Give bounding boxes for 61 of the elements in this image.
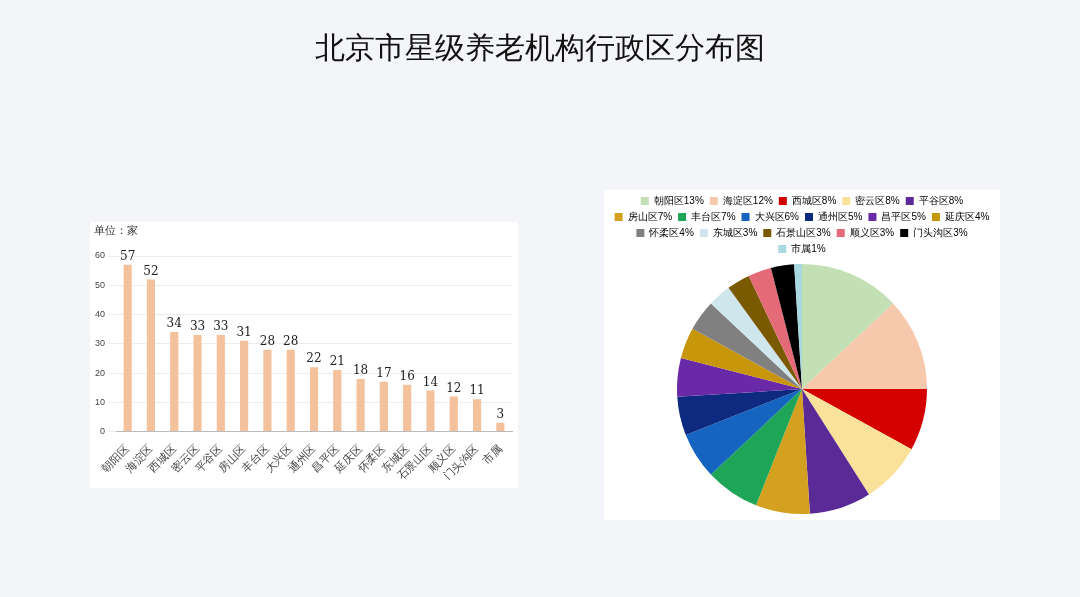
legend-label: 市属1%	[791, 242, 826, 254]
legend-label: 门头沟区3%	[913, 226, 968, 238]
bar	[309, 367, 319, 432]
bar	[263, 349, 272, 432]
y-tick-label: 50	[95, 279, 106, 290]
legend-label: 怀柔区4%	[648, 226, 694, 238]
legend-label: 密云区8%	[855, 194, 900, 206]
bar	[472, 399, 482, 432]
data-label: 21	[329, 354, 345, 369]
legend-label: 海淀区12%	[722, 194, 773, 206]
bar	[403, 384, 412, 432]
data-label: 11	[469, 383, 485, 398]
data-label: 33	[213, 319, 229, 334]
data-label: 18	[352, 363, 369, 378]
x-tick-label: 市属	[479, 442, 504, 467]
legend-label: 顺义区3%	[849, 226, 895, 238]
data-label: 12	[446, 380, 462, 395]
y-tick-label: 60	[95, 250, 106, 261]
legend-label: 延庆区4%	[943, 210, 990, 222]
bar	[240, 340, 249, 432]
legend-label: 西城区8%	[791, 194, 837, 206]
y-tick-label: 0	[100, 426, 106, 437]
data-label: 31	[236, 324, 252, 339]
data-label: 3	[496, 406, 505, 421]
bar	[356, 378, 365, 432]
bar	[193, 335, 202, 432]
bar	[286, 349, 295, 432]
legend-label: 平谷区8%	[918, 194, 964, 206]
data-label: 57	[120, 248, 136, 263]
legend-label: 东城区3%	[712, 226, 758, 238]
y-axis-title: 单位：家	[94, 224, 138, 238]
legend-label: 昌平区5%	[881, 210, 927, 222]
bar	[216, 335, 225, 432]
legend-label: 朝阳区13%	[653, 194, 704, 206]
y-tick-label: 20	[95, 367, 106, 378]
legend-label: 通州区5%	[818, 210, 863, 222]
bar	[333, 370, 342, 432]
legend-label: 房山区7%	[627, 210, 673, 222]
legend-label: 石景山区3%	[776, 226, 831, 238]
legend-label: 丰台区7%	[691, 210, 736, 222]
data-label: 14	[422, 374, 439, 389]
data-label: 28	[283, 333, 299, 348]
bar	[379, 381, 388, 432]
data-label: 22	[306, 351, 322, 366]
chart-title: 北京市星级养老机构行政区分布图	[314, 29, 766, 67]
bar	[426, 390, 435, 432]
bar	[170, 332, 179, 432]
data-label: 16	[399, 368, 415, 383]
legend-label: 大兴区6%	[754, 210, 800, 222]
data-label: 28	[259, 333, 276, 348]
bar	[449, 396, 458, 432]
bar	[146, 279, 156, 432]
y-tick-label: 30	[95, 338, 106, 349]
data-label: 52	[143, 263, 159, 278]
data-label: 33	[189, 319, 206, 334]
y-tick-label: 40	[95, 309, 106, 319]
bar	[123, 264, 132, 432]
y-tick-label: 10	[95, 396, 106, 407]
data-label: 34	[166, 316, 183, 331]
bar	[496, 422, 505, 432]
data-label: 17	[376, 365, 392, 380]
